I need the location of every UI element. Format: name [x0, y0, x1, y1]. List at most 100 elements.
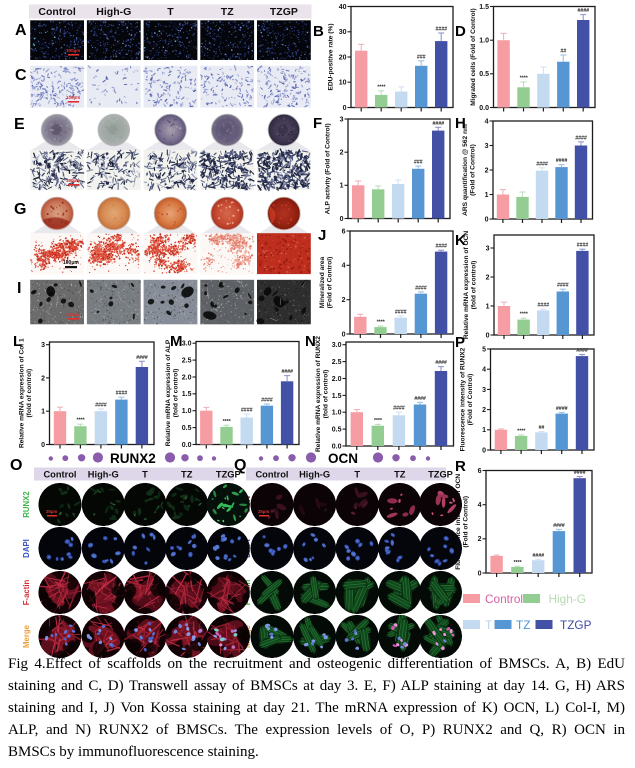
svg-text:TZGP: TZGP — [216, 470, 241, 480]
svg-text:####: #### — [577, 8, 589, 14]
svg-text:0.5: 0.5 — [182, 425, 192, 432]
svg-text:###: ### — [417, 54, 426, 60]
svg-text:####: #### — [395, 310, 407, 316]
svg-text:ALP activity (Fold of Control): ALP activity (Fold of Control) — [325, 123, 332, 214]
svg-text:2: 2 — [41, 375, 45, 382]
svg-text:####: #### — [577, 243, 589, 249]
svg-text:0: 0 — [340, 216, 344, 223]
svg-text:20: 20 — [339, 54, 347, 61]
svg-text:####: #### — [556, 158, 568, 164]
svg-text:####: #### — [557, 283, 569, 289]
svg-text:Q: Q — [234, 457, 246, 474]
svg-text:Relative mRNA expression of AL: Relative mRNA expression of ALP — [165, 339, 172, 446]
svg-text:####: #### — [95, 402, 107, 408]
svg-text:10: 10 — [339, 80, 347, 87]
svg-text:####: #### — [281, 369, 293, 375]
svg-text:2.5: 2.5 — [182, 358, 192, 365]
svg-text:L: L — [13, 333, 22, 350]
svg-text:I: I — [17, 280, 21, 297]
svg-text:1.0: 1.0 — [332, 410, 342, 417]
svg-text:4: 4 — [478, 502, 482, 509]
svg-text:1: 1 — [41, 409, 45, 416]
svg-text:25μm: 25μm — [46, 509, 57, 514]
svg-text:1: 1 — [340, 183, 344, 190]
svg-text:2: 2 — [342, 297, 346, 304]
svg-text:0.5: 0.5 — [332, 427, 342, 434]
svg-text:##: ## — [560, 49, 566, 55]
svg-text:1.5: 1.5 — [479, 4, 489, 11]
svg-text:2.0: 2.0 — [182, 374, 192, 381]
svg-text:RUNX2: RUNX2 — [22, 491, 31, 518]
svg-text:DAPI: DAPI — [22, 539, 31, 558]
svg-text:2: 2 — [486, 274, 490, 281]
svg-text:****: **** — [377, 84, 386, 90]
svg-text:1.0: 1.0 — [182, 408, 192, 415]
svg-text:####: #### — [435, 27, 447, 33]
svg-text:T: T — [354, 470, 360, 480]
svg-text:3: 3 — [340, 116, 344, 123]
svg-text:####: #### — [435, 244, 447, 250]
svg-text:(fold of control): (fold of control) — [323, 370, 330, 419]
svg-text:TZ: TZ — [221, 6, 234, 18]
svg-text:0.0: 0.0 — [332, 443, 342, 450]
svg-text:1.5: 1.5 — [182, 391, 192, 398]
svg-text:Control: Control — [255, 470, 288, 480]
svg-text:TZ: TZ — [394, 470, 406, 480]
svg-text:Mineralized area: Mineralized area — [319, 257, 326, 309]
svg-text:2: 2 — [482, 407, 486, 414]
svg-text:0.0: 0.0 — [182, 442, 192, 449]
svg-text:TZGP: TZGP — [270, 6, 298, 18]
svg-text:3: 3 — [485, 143, 489, 150]
svg-text:####: #### — [414, 396, 426, 402]
svg-text:1.5: 1.5 — [332, 393, 342, 400]
svg-text:C: C — [15, 67, 27, 84]
svg-text:TZ: TZ — [516, 618, 530, 632]
svg-text:2: 2 — [478, 536, 482, 543]
svg-text:1.0: 1.0 — [479, 38, 489, 45]
svg-text:High-G: High-G — [549, 592, 586, 606]
svg-text:0.5: 0.5 — [479, 71, 489, 78]
svg-text:####: #### — [553, 523, 565, 529]
svg-text:O: O — [10, 457, 22, 474]
svg-text:H: H — [455, 115, 466, 132]
svg-text:0.0: 0.0 — [479, 105, 489, 112]
svg-text:####: #### — [432, 121, 444, 127]
svg-text:6: 6 — [478, 468, 482, 475]
svg-text:OCN: OCN — [328, 451, 358, 466]
svg-text:40: 40 — [339, 4, 347, 11]
svg-text:M: M — [170, 333, 183, 350]
svg-text:****: **** — [513, 560, 522, 566]
svg-text:(fold of control): (fold of control) — [26, 369, 33, 418]
svg-text:N: N — [305, 333, 316, 350]
svg-text:****: **** — [76, 418, 85, 424]
svg-text:TZGP: TZGP — [560, 618, 592, 632]
svg-text:T: T — [167, 6, 174, 18]
svg-text:0: 0 — [41, 442, 45, 449]
svg-text:D: D — [455, 23, 466, 40]
svg-text:6: 6 — [342, 228, 346, 235]
svg-text:100μm: 100μm — [63, 260, 79, 266]
svg-text:Fluorescence intensity of RUNX: Fluorescence intensity of RUNX2 — [460, 347, 467, 451]
svg-text:####: #### — [435, 360, 447, 366]
svg-text:****: **** — [222, 419, 231, 425]
svg-text:3: 3 — [482, 387, 486, 394]
svg-text:100μm: 100μm — [66, 48, 80, 53]
svg-text:0: 0 — [486, 332, 490, 339]
svg-text:####: #### — [576, 348, 588, 354]
svg-text:(Fold of Control): (Fold of Control) — [463, 496, 470, 548]
svg-text:4: 4 — [482, 367, 486, 374]
svg-text:####: #### — [537, 303, 549, 309]
svg-text:F: F — [313, 115, 322, 132]
svg-text:****: **** — [519, 75, 528, 81]
svg-text:High-G: High-G — [88, 470, 119, 480]
svg-text:E: E — [14, 116, 25, 133]
svg-text:RUNX2: RUNX2 — [110, 451, 156, 466]
svg-text:####: #### — [575, 135, 587, 141]
svg-text:TZGP: TZGP — [428, 470, 453, 480]
svg-text:0: 0 — [485, 216, 489, 223]
svg-text:****: **** — [376, 320, 385, 326]
svg-text:TZ: TZ — [181, 470, 193, 480]
svg-text:2.5: 2.5 — [332, 359, 342, 366]
svg-text:####: #### — [536, 161, 548, 167]
svg-text:####: #### — [393, 406, 405, 412]
